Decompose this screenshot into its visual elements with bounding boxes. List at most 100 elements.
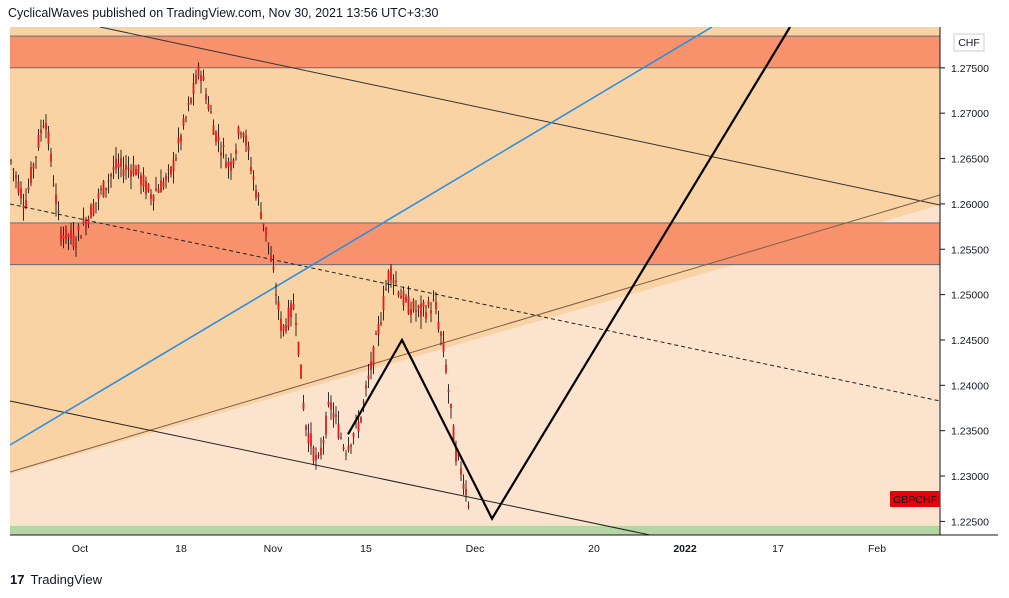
candle-body bbox=[85, 220, 87, 230]
candle-body bbox=[45, 122, 47, 131]
candle-body bbox=[217, 136, 220, 142]
x-tick-label: Oct bbox=[72, 543, 88, 555]
candle-body bbox=[402, 291, 405, 306]
candle-body bbox=[232, 159, 235, 165]
candle-body bbox=[227, 161, 230, 167]
candle-body bbox=[415, 310, 417, 313]
candle-body bbox=[322, 440, 325, 443]
candle-body bbox=[245, 135, 247, 146]
candle-body bbox=[177, 137, 180, 144]
candle-body bbox=[275, 294, 277, 296]
candle-body bbox=[55, 194, 57, 205]
candle-body bbox=[272, 266, 275, 270]
tradingview-logo-icon[interactable]: 17 bbox=[10, 572, 25, 587]
x-tick-label: 17 bbox=[772, 543, 784, 555]
candle-body bbox=[280, 318, 282, 331]
candle-body bbox=[442, 341, 445, 352]
tradingview-brand[interactable]: TradingView bbox=[30, 572, 103, 587]
dashed-midline bbox=[10, 203, 940, 402]
candle-body bbox=[222, 144, 225, 147]
candle-body bbox=[237, 126, 240, 135]
candle-body bbox=[270, 255, 272, 262]
candle-body bbox=[75, 245, 77, 248]
last-price-label-text: GBPCHF bbox=[893, 494, 937, 506]
candle-body bbox=[282, 325, 285, 331]
candle-body bbox=[70, 230, 72, 239]
candle-body bbox=[242, 133, 245, 138]
candle-body bbox=[380, 322, 382, 325]
candle-body bbox=[97, 192, 100, 199]
candle-body bbox=[95, 202, 97, 204]
candle-body bbox=[387, 270, 390, 283]
candle-body bbox=[40, 129, 42, 134]
candle-body bbox=[362, 401, 365, 403]
candle-body bbox=[425, 312, 427, 319]
candle-body bbox=[377, 324, 380, 335]
y-axis-ticks: 1.27500 1.27000 1.26500 1.26000 1.25500 1.250… bbox=[940, 63, 989, 528]
candle-body bbox=[297, 341, 300, 355]
x-tick-label: Feb bbox=[868, 543, 886, 555]
candle-body bbox=[117, 163, 120, 168]
x-tick-label: Dec bbox=[466, 543, 485, 555]
candle-body bbox=[137, 164, 140, 174]
candle-body bbox=[440, 332, 442, 336]
x-tick-label: 18 bbox=[175, 543, 187, 555]
candle-body bbox=[347, 445, 350, 451]
candle-body bbox=[372, 346, 375, 367]
candle-body bbox=[330, 402, 332, 410]
candle-body bbox=[145, 180, 147, 194]
footer: 17 TradingView bbox=[10, 572, 102, 587]
support-zone bbox=[10, 525, 940, 535]
candle-body bbox=[407, 296, 410, 315]
candle-body bbox=[125, 164, 127, 170]
candle-body bbox=[422, 302, 425, 308]
candle-body bbox=[397, 292, 400, 296]
candle-body bbox=[285, 324, 287, 331]
candle-body bbox=[195, 75, 197, 84]
y-tick-label: 1.26500 bbox=[951, 154, 989, 166]
candle-body bbox=[197, 65, 200, 77]
candle-body bbox=[192, 82, 195, 94]
candle-body bbox=[162, 181, 165, 187]
candle-body bbox=[325, 415, 327, 435]
candle-body bbox=[50, 153, 52, 162]
currency-label: CHF bbox=[958, 37, 980, 49]
x-tick-label: 20 bbox=[588, 543, 600, 555]
candle-body bbox=[405, 296, 407, 302]
candle-body bbox=[212, 125, 215, 135]
candle-body bbox=[67, 234, 70, 238]
candle-body bbox=[57, 210, 60, 213]
candle-body bbox=[432, 299, 435, 301]
mid-resistance-zone bbox=[10, 222, 940, 265]
candle-body bbox=[430, 310, 432, 314]
candle-body bbox=[320, 447, 322, 456]
candle-body bbox=[225, 161, 227, 168]
candle-body bbox=[215, 131, 217, 142]
descending-trendline-upper bbox=[99, 27, 940, 206]
candle-body bbox=[10, 160, 12, 162]
candle-body bbox=[437, 321, 440, 330]
candle-body bbox=[395, 280, 397, 282]
candle-body bbox=[92, 204, 95, 215]
candle-body bbox=[190, 98, 192, 103]
candle-body bbox=[185, 117, 187, 119]
candle-body bbox=[140, 175, 142, 185]
candle-body bbox=[257, 194, 260, 197]
candle-body bbox=[335, 414, 337, 417]
y-tick-label: 1.24500 bbox=[951, 335, 989, 347]
y-tick-label: 1.24000 bbox=[951, 380, 989, 392]
candle-body bbox=[52, 184, 55, 186]
candle-body bbox=[277, 300, 280, 310]
candle-body bbox=[200, 75, 202, 82]
candle-body bbox=[255, 190, 257, 198]
candle-body bbox=[120, 157, 122, 167]
candle-body bbox=[150, 194, 152, 199]
candle-body bbox=[15, 174, 17, 179]
candle-body bbox=[337, 423, 340, 439]
candle-body bbox=[142, 174, 145, 187]
candle-body bbox=[327, 401, 330, 405]
candle-body bbox=[167, 169, 170, 171]
candle-body bbox=[220, 152, 222, 156]
candle-body bbox=[312, 447, 315, 461]
